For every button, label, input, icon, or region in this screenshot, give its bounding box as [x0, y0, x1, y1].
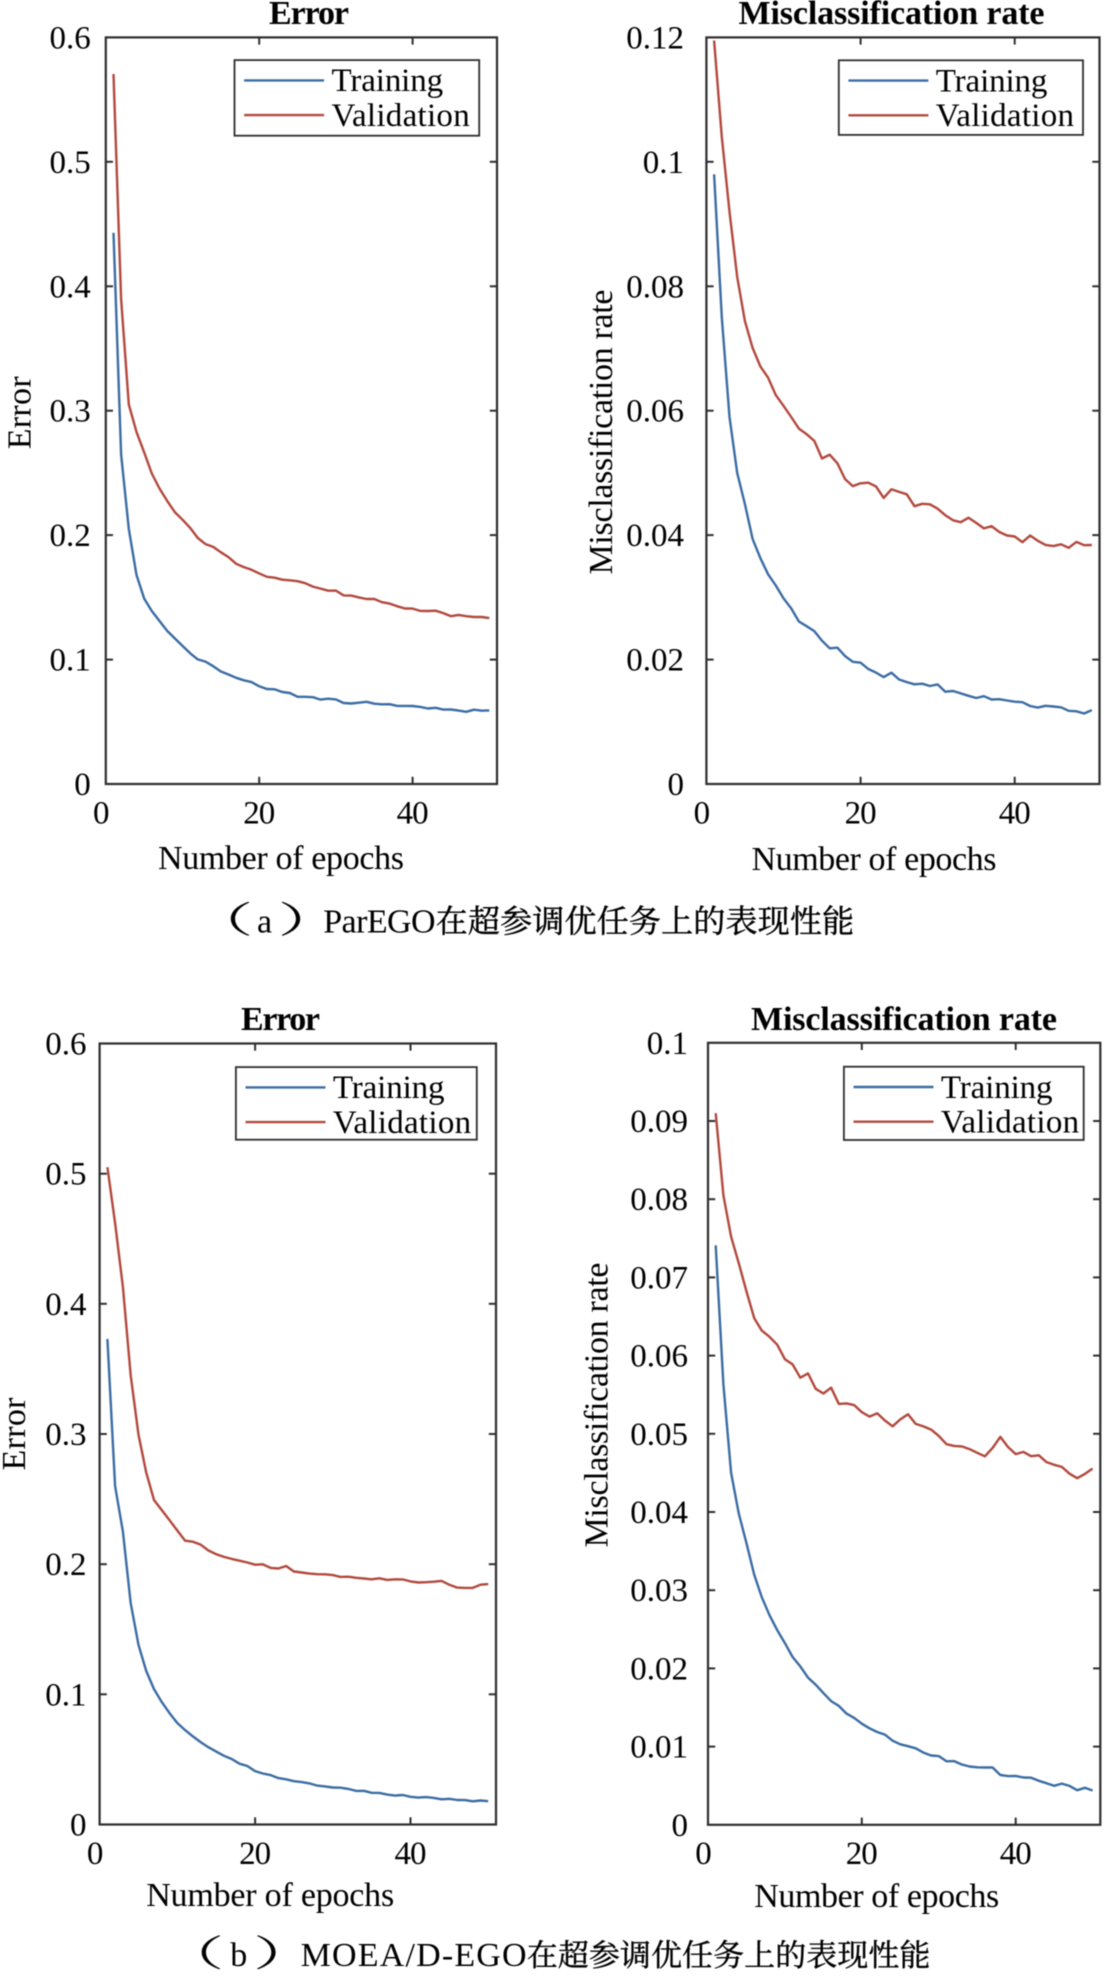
svg-text:Validation: Validation	[936, 98, 1074, 134]
svg-text:Misclassification rate: Misclassification rate	[579, 1263, 616, 1548]
svg-text:Number of epochs: Number of epochs	[158, 840, 404, 877]
svg-text:0.5: 0.5	[50, 145, 91, 181]
svg-text:0.04: 0.04	[626, 518, 684, 554]
svg-text:0.09: 0.09	[630, 1104, 688, 1140]
svg-text:0.5: 0.5	[45, 1157, 86, 1193]
svg-text:Error: Error	[269, 0, 349, 32]
svg-text:0: 0	[668, 767, 685, 803]
svg-text:Number of epochs: Number of epochs	[754, 1878, 999, 1915]
svg-text:0: 0	[93, 796, 110, 832]
svg-text:0.1: 0.1	[45, 1677, 86, 1713]
svg-text:0.1: 0.1	[50, 643, 91, 679]
svg-text:Validation: Validation	[941, 1105, 1079, 1141]
svg-text:0.6: 0.6	[50, 20, 91, 56]
svg-text:40: 40	[397, 796, 429, 832]
svg-text:20: 20	[845, 796, 877, 832]
svg-text:0.08: 0.08	[630, 1182, 688, 1218]
svg-text:Misclassification rate: Misclassification rate	[583, 290, 620, 575]
svg-text:0: 0	[74, 767, 91, 803]
svg-text:0.3: 0.3	[50, 394, 91, 430]
svg-text:0.6: 0.6	[45, 1027, 86, 1063]
svg-text:Training: Training	[936, 63, 1048, 99]
svg-text:Number of epochs: Number of epochs	[146, 1877, 394, 1914]
svg-text:Validation: Validation	[332, 98, 470, 134]
svg-text:0: 0	[695, 1836, 712, 1872]
svg-text:0.2: 0.2	[45, 1547, 86, 1583]
svg-text:0: 0	[672, 1808, 689, 1844]
svg-text:ParEGO: ParEGO	[323, 904, 435, 941]
svg-text:0.07: 0.07	[630, 1260, 688, 1296]
svg-text:Error: Error	[2, 376, 39, 450]
svg-text:0.05: 0.05	[630, 1417, 688, 1453]
svg-text:MOEA/D-EGO: MOEA/D-EGO	[301, 1937, 527, 1974]
svg-text:40: 40	[1000, 1836, 1032, 1872]
svg-text:20: 20	[846, 1836, 878, 1872]
svg-text:Misclassification rate: Misclassification rate	[751, 1001, 1057, 1038]
svg-text:Validation: Validation	[333, 1105, 471, 1141]
svg-text:Training: Training	[332, 63, 444, 99]
svg-text:0.08: 0.08	[626, 269, 684, 305]
svg-text:0.06: 0.06	[630, 1339, 688, 1375]
svg-text:Training: Training	[941, 1070, 1053, 1106]
svg-text:0.04: 0.04	[630, 1495, 688, 1531]
svg-text:Number of epochs: Number of epochs	[752, 841, 997, 878]
svg-text:0.03: 0.03	[630, 1573, 688, 1609]
svg-text:0.12: 0.12	[626, 20, 684, 56]
svg-text:40: 40	[999, 796, 1031, 832]
svg-text:Error: Error	[0, 1397, 33, 1471]
svg-text:0.01: 0.01	[630, 1730, 688, 1766]
svg-text:0.2: 0.2	[50, 518, 91, 554]
svg-text:0: 0	[694, 796, 711, 832]
svg-text:0.02: 0.02	[630, 1651, 688, 1687]
svg-text:0: 0	[70, 1808, 87, 1844]
svg-text:a: a	[257, 904, 272, 941]
svg-text:Misclassification rate: Misclassification rate	[739, 0, 1045, 32]
svg-text:0.06: 0.06	[626, 394, 684, 430]
svg-text:20: 20	[239, 1836, 271, 1872]
svg-text:0.3: 0.3	[45, 1417, 86, 1453]
svg-text:20: 20	[243, 796, 275, 832]
svg-text:0.4: 0.4	[45, 1287, 86, 1323]
svg-text:0.1: 0.1	[643, 145, 684, 181]
svg-text:0.1: 0.1	[647, 1026, 688, 1062]
svg-text:b: b	[230, 1937, 247, 1974]
svg-text:40: 40	[395, 1836, 427, 1872]
svg-text:0.02: 0.02	[626, 643, 684, 679]
svg-text:0.4: 0.4	[50, 269, 91, 305]
svg-text:Error: Error	[241, 1001, 320, 1038]
svg-text:Training: Training	[333, 1070, 445, 1106]
svg-text:0: 0	[87, 1836, 104, 1872]
